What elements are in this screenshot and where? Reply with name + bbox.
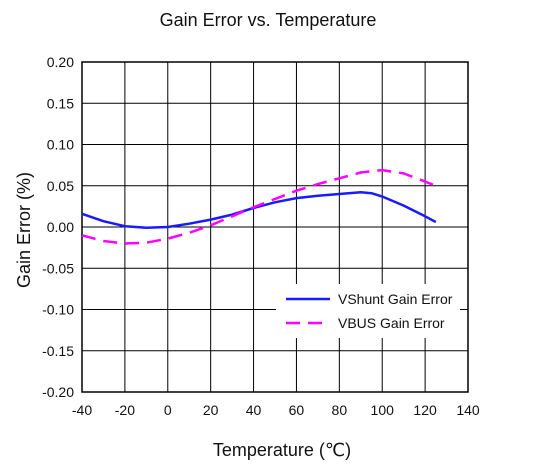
x-tick-label: 120 xyxy=(413,402,437,418)
x-tick-label: 80 xyxy=(332,402,348,418)
legend-box xyxy=(276,284,460,338)
x-tick-labels: -40 -20 0 20 40 60 80 100 120 140 xyxy=(72,402,480,418)
y-tick-labels: 0.20 0.15 0.10 0.05 0.00 -0.05 -0.10 -0.15 -0.20 xyxy=(42,54,74,400)
x-tick-label: 60 xyxy=(289,402,305,418)
y-tick-label: -0.05 xyxy=(42,260,74,276)
legend-label: VShunt Gain Error xyxy=(338,291,453,307)
legend: VShunt Gain Error VBUS Gain Error xyxy=(276,284,460,338)
x-tick-label: -40 xyxy=(72,402,92,418)
y-tick-label: -0.15 xyxy=(42,343,74,359)
y-tick-label: 0.05 xyxy=(47,178,74,194)
vshunt-gain-error-line xyxy=(81,191,437,230)
y-axis-label: Gain Error (%) xyxy=(14,172,34,288)
vbus-gain-error-line xyxy=(81,168,437,245)
legend-label: VBUS Gain Error xyxy=(338,315,445,331)
y-tick-label: 0.10 xyxy=(47,137,74,153)
plot-area-frame xyxy=(81,61,469,393)
y-tick-label: -0.20 xyxy=(42,384,74,400)
x-tick-label: 40 xyxy=(246,402,262,418)
x-tick-label: 100 xyxy=(371,402,395,418)
axes xyxy=(81,61,469,393)
y-tick-label: 0.00 xyxy=(47,219,74,235)
x-tick-label: -20 xyxy=(115,402,135,418)
y-tick-label: 0.20 xyxy=(47,54,74,70)
y-tick-label: 0.15 xyxy=(47,95,74,111)
x-tick-label: 0 xyxy=(164,402,172,418)
y-tick-label: -0.10 xyxy=(42,302,74,318)
x-tick-label: 20 xyxy=(203,402,219,418)
series-lines xyxy=(81,168,437,245)
x-tick-label: 140 xyxy=(456,402,480,418)
x-axis-label: Temperature (℃) xyxy=(213,440,351,460)
chart-title: Gain Error vs. Temperature xyxy=(160,10,377,30)
